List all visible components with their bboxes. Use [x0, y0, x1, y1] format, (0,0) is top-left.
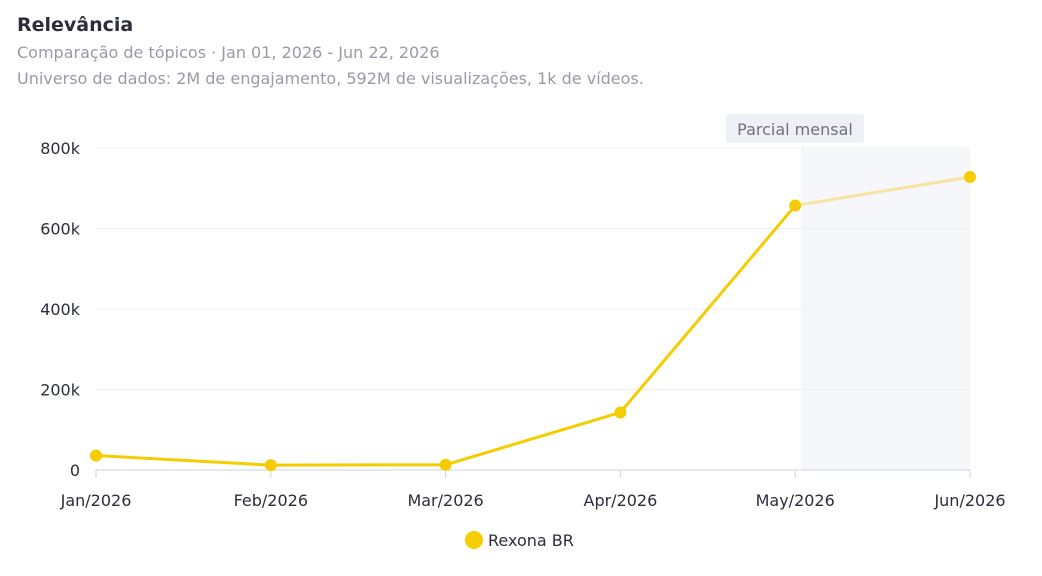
- x-tick-label: Feb/2026: [234, 491, 308, 510]
- chart-subtitle: Comparação de tópicos · Jan 01, 2026 - J…: [17, 43, 440, 62]
- x-tick-label: Jun/2026: [933, 491, 1005, 510]
- x-tick-label: Apr/2026: [584, 491, 658, 510]
- y-tick-label: 800k: [40, 139, 81, 158]
- data-universe-note: Universo de dados: 2M de engajamento, 59…: [17, 69, 644, 88]
- x-tick-label: Mar/2026: [407, 491, 483, 510]
- chart-title: Relevância: [17, 14, 134, 36]
- legend-swatch[interactable]: [465, 531, 483, 549]
- y-tick-label: 0: [70, 461, 80, 480]
- partial-month-label: Parcial mensal: [737, 120, 853, 139]
- series-line-partial: [793, 175, 972, 208]
- partial-month-label-bg: [726, 114, 864, 143]
- data-point[interactable]: [614, 406, 627, 419]
- series-line: [94, 204, 797, 467]
- y-tick-label: 400k: [40, 300, 81, 319]
- data-point[interactable]: [264, 459, 277, 472]
- y-tick-label: 600k: [40, 220, 81, 239]
- legend-label[interactable]: Rexona BR: [488, 531, 574, 550]
- x-tick-label: May/2026: [756, 491, 835, 510]
- data-point[interactable]: [90, 449, 102, 462]
- data-point[interactable]: [789, 199, 802, 212]
- y-tick-label: 200k: [40, 381, 81, 400]
- data-point[interactable]: [439, 458, 452, 471]
- data-point[interactable]: [964, 170, 976, 183]
- x-tick-label: Jan/2026: [60, 491, 132, 510]
